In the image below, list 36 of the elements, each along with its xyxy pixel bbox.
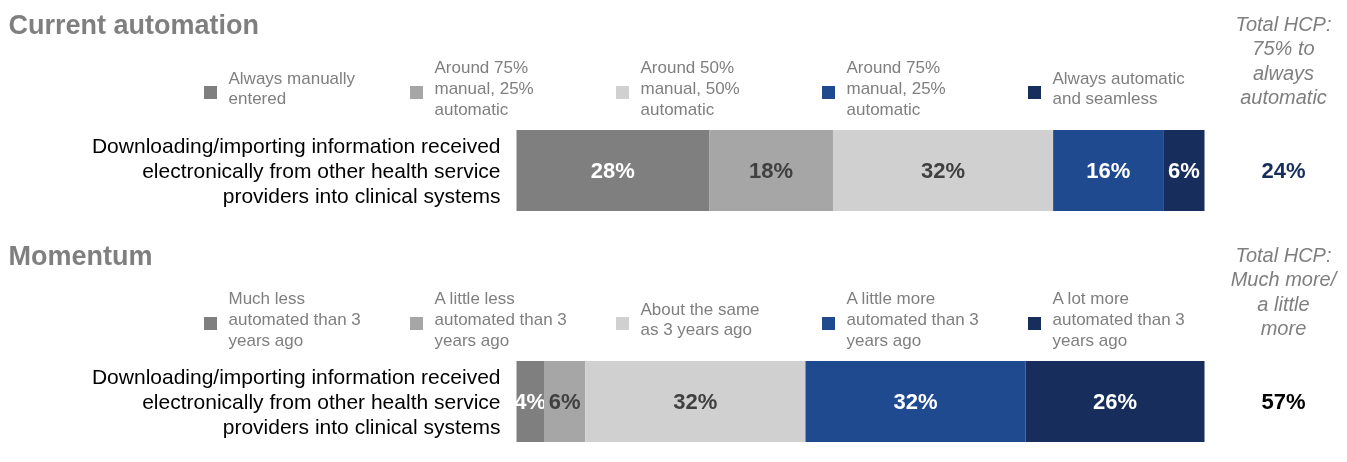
data-label: 6%: [1167, 158, 1200, 183]
bar: [544, 361, 586, 442]
legend-label: Always manually entered: [228, 68, 356, 109]
legend-label: A lot more automated than 3 years ago: [1052, 289, 1185, 350]
legend-label: Around 75% manual, 25% automatic: [434, 58, 534, 119]
bar: [709, 130, 833, 211]
bar: [805, 361, 1026, 442]
text: Current automation: [8, 9, 260, 40]
bar: [1053, 130, 1164, 211]
bar: [516, 130, 710, 211]
data-label: 18%: [749, 158, 794, 183]
legend-label: A little less automated than 3 years ago: [434, 289, 567, 350]
legend-label: Much less automated than 3 years ago: [228, 289, 361, 350]
y-tick-label: Downloading/importing information received electronically from other health service providers into clinical systems: [91, 364, 501, 439]
data-label: 6%: [548, 389, 581, 414]
text: Momentum: [8, 240, 153, 271]
data-label: 26%: [1093, 389, 1138, 414]
bar: [1163, 130, 1205, 211]
text: Total HCP: Much more/ a little more: [1230, 244, 1339, 339]
legend-label: Always automatic and seamless: [1052, 68, 1186, 109]
data-label: 32%: [921, 158, 966, 183]
bar: [832, 130, 1054, 211]
y-tick-label: Downloading/importing information received electronically from other health service providers into clinical systems: [91, 133, 501, 208]
text: Total HCP: 75% to always automatic: [1235, 13, 1332, 108]
bar: [1025, 361, 1205, 442]
data-label: 32%: [893, 389, 938, 414]
data-label: 16%: [1086, 158, 1131, 183]
legend-label: A little more automated than 3 years ago: [846, 289, 979, 350]
text: 24%: [1261, 158, 1306, 183]
data-label: 28%: [590, 158, 635, 183]
data-label: 32%: [673, 389, 718, 414]
legend-label: Around 50% manual, 50% automatic: [640, 58, 740, 119]
legend-label: Around 75% manual, 25% automatic: [846, 58, 946, 119]
legend-label: About the same as 3 years ago: [640, 299, 760, 340]
bar: [585, 361, 806, 442]
text: 57%: [1261, 389, 1306, 414]
